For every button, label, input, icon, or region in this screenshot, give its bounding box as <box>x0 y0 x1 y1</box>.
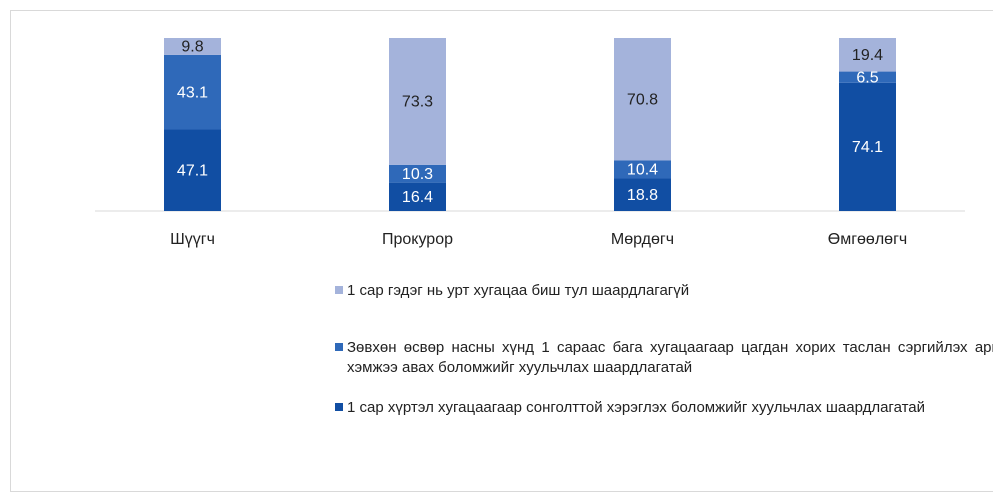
bar-segment <box>164 38 221 55</box>
legend-item: 1 сар гэдэг нь урт хугацаа биш тул шаард… <box>335 281 993 301</box>
page: 47.1 43.1 9.8 Шүүгч 16.4 10.3 73.3 Прокурор 18.8… <box>10 10 993 492</box>
data-label: 70.8 <box>627 91 658 108</box>
bar-segment <box>614 38 671 161</box>
x-tick-label: Шүүгч <box>170 231 215 248</box>
bar-segment <box>389 182 446 211</box>
data-label: 6.5 <box>856 69 878 86</box>
legend-item: Зөвхөн өсвөр насны хүнд 1 сараас бага ху… <box>335 338 993 378</box>
legend-label: 1 сар гэдэг нь урт хугацаа биш тул шаард… <box>347 282 690 299</box>
bar-segment <box>164 129 221 211</box>
x-tick-label: Өмгөөлөгч <box>828 231 907 248</box>
data-label: 18.8 <box>627 187 658 204</box>
data-label: 19.4 <box>852 47 883 64</box>
legend-label: 1 сар хүртэл хугацаагаар сонголттой хэрэ… <box>347 399 926 416</box>
bar-segment <box>389 164 446 183</box>
data-label: 10.4 <box>627 162 658 179</box>
data-label: 9.8 <box>181 39 203 56</box>
data-label: 43.1 <box>177 84 208 101</box>
legend-item: 1 сар хүртэл хугацаагаар сонголттой хэрэ… <box>335 398 993 418</box>
data-label: 73.3 <box>402 94 433 111</box>
x-tick-label: Мөрдөгч <box>611 231 674 248</box>
bar-segment <box>164 54 221 130</box>
legend-marker <box>335 286 343 294</box>
data-label: 16.4 <box>402 189 433 206</box>
legend-label: Зөвхөн өсвөр насны хүнд 1 сараас бага ху… <box>347 339 993 376</box>
legend-marker <box>335 403 343 411</box>
data-label: 10.3 <box>402 166 433 183</box>
bar-segment <box>839 82 896 211</box>
bar-segment <box>389 38 446 165</box>
bar-segment <box>839 38 896 72</box>
bar-segment <box>614 160 671 179</box>
bar-segment <box>614 178 671 211</box>
legend-marker <box>335 343 343 351</box>
data-label: 74.1 <box>852 139 883 156</box>
chart: 47.1 43.1 9.8 Шүүгч 16.4 10.3 73.3 Прокурор 18.8… <box>95 38 965 248</box>
data-label: 47.1 <box>177 162 208 179</box>
x-tick-label: Прокурор <box>382 231 453 248</box>
bar-segment <box>839 71 896 83</box>
